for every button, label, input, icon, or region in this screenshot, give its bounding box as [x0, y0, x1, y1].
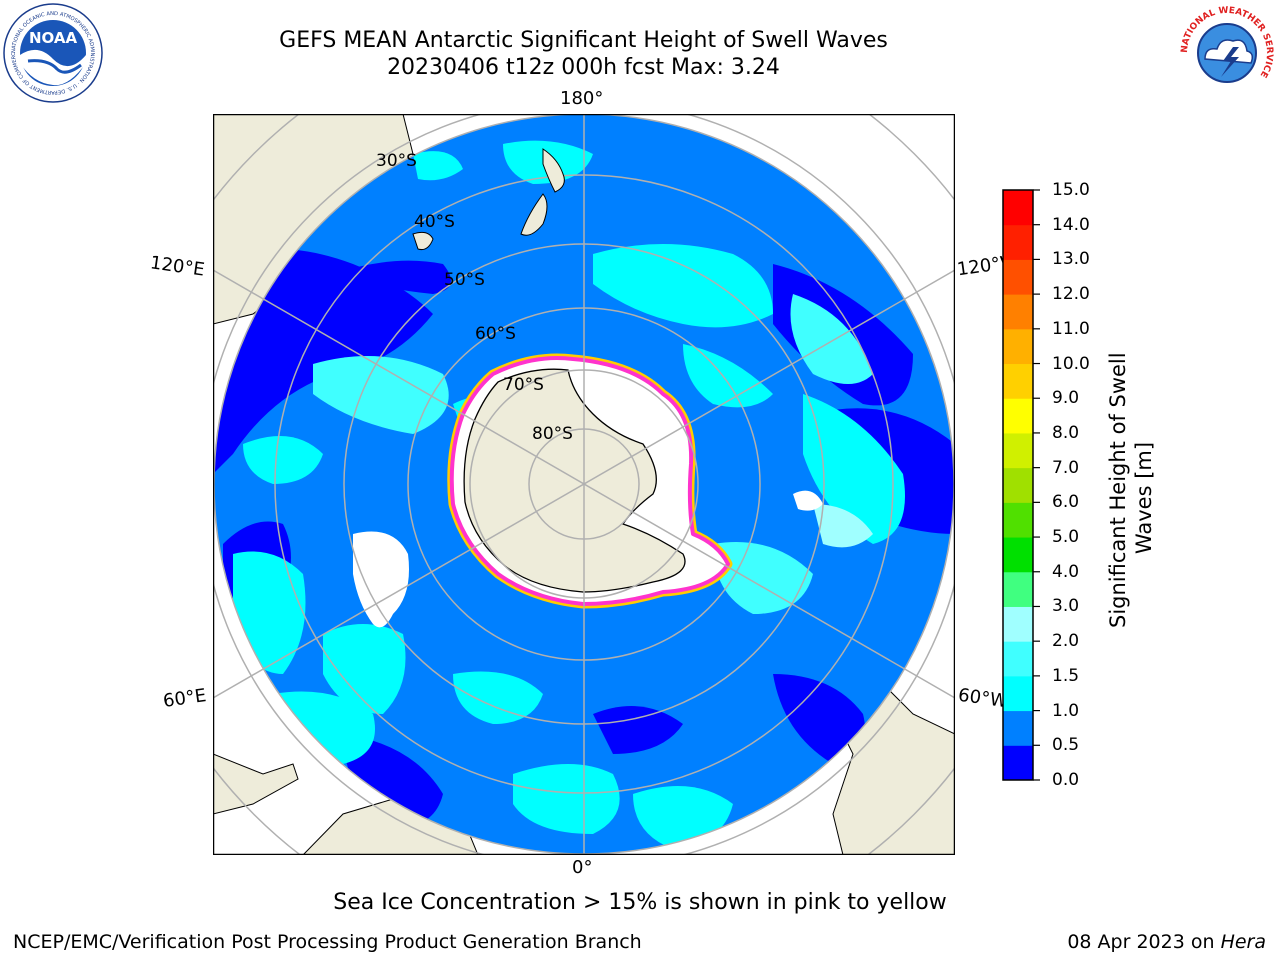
colorbar-segment — [1003, 571, 1033, 607]
colorbar-segment — [1003, 190, 1033, 226]
colorbar-tick-label: 13.0 — [1052, 249, 1090, 270]
colorbar-segment — [1003, 259, 1033, 295]
colorbar-segment — [1003, 675, 1033, 712]
footer-date-text: 08 Apr 2023 on — [1067, 931, 1221, 953]
madagascar-land — [213, 753, 299, 815]
chart-subtitle: 20230406 t12z 000h fcst Max: 3.24 — [387, 55, 780, 80]
colorbar-tick-label: 7.0 — [1052, 457, 1080, 478]
colorbar-tick-label: 11.0 — [1052, 318, 1090, 339]
colorbar-segment — [1003, 328, 1033, 365]
lat-label-50s: 50°S — [444, 270, 485, 290]
lat-label-60s: 60°S — [475, 324, 516, 344]
colorbar-label: Significant Height of Swell Waves [m] — [1105, 352, 1157, 628]
colorbar-tick-label: 10.0 — [1052, 353, 1090, 374]
colorbar-tick-label: 1.0 — [1052, 700, 1080, 721]
colorbar-tick-label: 2.0 — [1052, 631, 1080, 652]
colorbar-segment — [1003, 467, 1033, 503]
lon-label-180: 180° — [560, 88, 604, 109]
new-zealand-land — [542, 148, 565, 193]
antarctica-land — [463, 368, 686, 593]
colorbar-segment — [1003, 363, 1033, 399]
colorbar-tick-label: 6.0 — [1052, 492, 1080, 513]
colorbar-segment — [1003, 641, 1033, 677]
lat-label-80s: 80°S — [532, 424, 573, 444]
tasmania-land — [412, 231, 434, 250]
chart-title: GEFS MEAN Antarctic Significant Height o… — [279, 28, 888, 53]
colorbar-tick-label: 14.0 — [1052, 214, 1090, 235]
colorbar-segment — [1003, 502, 1033, 538]
colorbar-tick-label: 12.0 — [1052, 284, 1090, 305]
polar-map — [213, 114, 955, 855]
colorbar-tick-label: 8.0 — [1052, 422, 1080, 443]
colorbar — [1002, 189, 1040, 781]
colorbar-tick-label: 4.0 — [1052, 561, 1080, 582]
sea-ice-note: Sea Ice Concentration > 15% is shown in … — [333, 890, 947, 915]
lon-label-0: 0° — [572, 857, 593, 878]
footer-date: 08 Apr 2023 on Hera — [1067, 931, 1266, 953]
map-frame — [213, 114, 955, 855]
colorbar-tick-label: 9.0 — [1052, 388, 1080, 409]
colorbar-tick-label: 3.0 — [1052, 596, 1080, 617]
lat-label-70s: 70°S — [503, 375, 544, 395]
noaa-logo-text: NOAA — [29, 29, 78, 47]
noaa-logo-icon: NATIONAL OCEANIC AND ATMOSPHERIC ADMINIS… — [3, 3, 103, 103]
footer-host: Hera — [1220, 931, 1266, 953]
colorbar-tick-label: 1.5 — [1052, 665, 1080, 686]
colorbar-segment — [1003, 606, 1033, 642]
footer-credit: NCEP/EMC/Verification Post Processing Pr… — [13, 931, 642, 953]
colorbar-segment — [1003, 710, 1033, 746]
colorbar-segment — [1003, 432, 1033, 469]
colorbar-segment — [1003, 294, 1033, 330]
colorbar-tick-label: 0.5 — [1052, 735, 1080, 756]
colorbar-label-line2: Waves [m] — [1132, 441, 1156, 555]
colorbar-segment — [1003, 398, 1033, 434]
colorbar-label-line1: Significant Height of Swell — [1106, 352, 1130, 628]
lon-label-120e: 120°E — [148, 252, 206, 281]
lat-label-30s: 30°S — [376, 151, 417, 171]
nws-logo-icon: NATIONAL WEATHER SERVICE — [1179, 5, 1275, 101]
colorbar-segment — [1003, 537, 1033, 573]
graticule — [213, 114, 955, 855]
lat-label-40s: 40°S — [414, 212, 455, 232]
colorbar-tick-label: 5.0 — [1052, 527, 1080, 548]
colorbar-tick-label: 15.0 — [1052, 180, 1090, 200]
colorbar-segment — [1003, 224, 1033, 260]
colorbar-tick-label: 0.0 — [1052, 770, 1080, 790]
lon-label-60e: 60°E — [161, 685, 208, 712]
colorbar-segment — [1003, 745, 1033, 781]
